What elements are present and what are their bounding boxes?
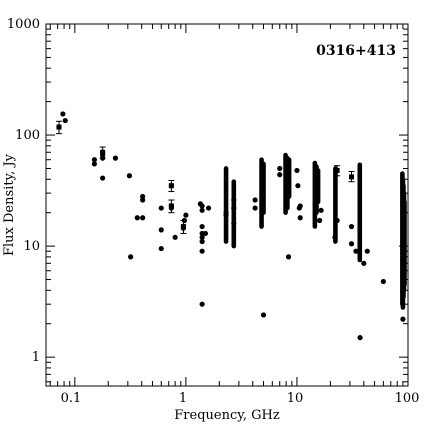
data-point	[158, 245, 164, 252]
data-point	[134, 215, 140, 221]
error-point	[349, 174, 355, 180]
x-tick-label-1: 1	[179, 391, 187, 406]
y-tick-label-1: 10	[23, 239, 40, 254]
data-points	[56, 111, 406, 341]
y-axis-title: Flux Density, Jy	[2, 153, 17, 256]
data-point	[158, 205, 164, 211]
data-point	[348, 241, 355, 247]
data-point	[199, 207, 205, 213]
data-point	[91, 157, 97, 163]
tick-labels: 0.1 1 10 100 1 10 100 1000	[7, 17, 420, 406]
data-point	[205, 205, 212, 211]
data-point	[199, 234, 205, 240]
data-point	[180, 225, 187, 231]
data-point	[357, 335, 363, 341]
data-point	[260, 312, 267, 318]
data-point	[128, 254, 134, 260]
y-tick-label-3: 1000	[7, 17, 40, 32]
data-point	[252, 197, 258, 203]
data-point	[199, 248, 205, 254]
data-point	[168, 203, 174, 209]
data-point	[231, 197, 237, 203]
data-point	[60, 111, 66, 117]
data-point	[231, 220, 237, 227]
source-name-label: 0316+413	[316, 43, 396, 59]
data-point	[353, 248, 359, 254]
data-point	[295, 183, 301, 189]
data-point	[380, 278, 386, 285]
data-point	[140, 193, 146, 200]
x-tick-label-0: 0.1	[61, 391, 82, 406]
data-point	[202, 230, 209, 237]
data-point	[140, 197, 146, 203]
data-point	[223, 212, 229, 218]
data-point	[91, 161, 97, 167]
x-axis-title: Frequency, GHz	[174, 408, 280, 423]
data-point	[140, 215, 146, 221]
data-point	[183, 212, 189, 218]
x-tick-label-2: 10	[287, 391, 304, 406]
data-point	[348, 223, 355, 230]
data-point	[199, 223, 205, 230]
y-tick-label-0: 1	[32, 350, 40, 365]
data-point	[252, 205, 258, 211]
data-point	[168, 183, 174, 189]
data-point	[285, 254, 292, 260]
x-tick-label-3: 100	[395, 391, 420, 406]
data-point	[62, 117, 68, 124]
data-point	[172, 234, 178, 240]
data-point	[112, 155, 119, 161]
data-point	[361, 260, 367, 266]
vertical-measurement-runs	[223, 152, 407, 310]
y-tick-label-2: 100	[15, 128, 40, 143]
data-point	[317, 217, 323, 224]
data-point	[231, 205, 237, 211]
data-point	[334, 217, 340, 224]
data-point	[297, 215, 303, 221]
data-point	[400, 316, 406, 322]
data-point	[332, 234, 338, 240]
data-point	[318, 207, 324, 213]
data-point	[126, 173, 133, 179]
error-point	[334, 167, 340, 173]
data-point	[56, 124, 62, 130]
data-point	[100, 155, 106, 161]
data-point	[199, 238, 205, 245]
data-point	[100, 175, 106, 181]
data-point	[277, 172, 283, 178]
data-point	[199, 301, 205, 307]
data-point	[297, 203, 303, 209]
data-point	[181, 217, 188, 224]
data-point	[158, 227, 164, 233]
data-point	[364, 248, 370, 254]
plot-frame	[45, 23, 409, 387]
data-point	[277, 165, 283, 172]
data-point	[294, 167, 300, 174]
data-point	[199, 203, 205, 209]
